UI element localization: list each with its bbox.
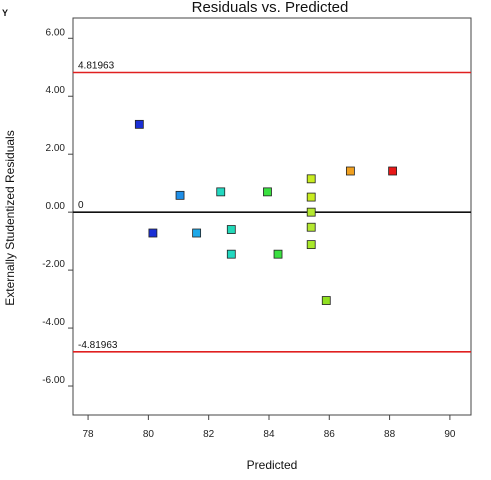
data-point: [192, 228, 202, 238]
y-axis-ticks: 6.00 4.00 2.00 0.00 -2.00 -4.00 -6.00: [42, 27, 73, 387]
data-point: [226, 225, 236, 234]
data-point: [148, 228, 158, 238]
y-tick-label: -2.00: [42, 259, 65, 270]
data-point: [306, 174, 316, 184]
y-tick-label: 4.00: [46, 85, 66, 96]
data-point: [273, 249, 283, 259]
x-axis-ticks: 78 80 82 84 86 88 90: [83, 415, 456, 440]
data-point: [345, 166, 355, 176]
data-point: [306, 192, 316, 202]
chart-title: Residuals vs. Predicted: [192, 0, 349, 16]
data-point: [175, 190, 185, 200]
y-tick-label: -4.00: [42, 317, 65, 328]
data-point: [321, 296, 331, 305]
x-tick-label: 80: [143, 429, 155, 440]
y-tick-label: 2.00: [46, 143, 66, 154]
x-tick-label: 88: [384, 429, 396, 440]
data-points: [134, 119, 398, 305]
x-axis-label: Predicted: [247, 458, 298, 472]
data-point: [388, 166, 398, 176]
data-point: [306, 240, 316, 250]
y-tick-label: -6.00: [42, 375, 65, 386]
y-tick-label: 0.00: [46, 201, 66, 212]
x-tick-label: 82: [203, 429, 215, 440]
x-tick-label: 90: [444, 429, 456, 440]
x-tick-label: 86: [324, 429, 336, 440]
data-point: [263, 187, 272, 197]
reference-line-label: -4.81963: [78, 340, 118, 351]
data-point: [216, 187, 226, 197]
data-point: [306, 207, 316, 217]
y-tick-label: 6.00: [46, 27, 66, 38]
reference-line-label: 0: [78, 200, 84, 211]
data-point: [306, 222, 316, 232]
reference-lines: 4.81963 0 -4.81963: [73, 60, 471, 353]
reference-line-label: 4.81963: [78, 60, 115, 71]
x-tick-label: 78: [83, 429, 95, 440]
data-point: [226, 249, 236, 259]
plot-area: [72, 17, 472, 416]
left-edge-text: Y: [2, 8, 8, 18]
y-axis-label: Externally Studentized Residuals: [3, 130, 17, 305]
data-point: [134, 119, 144, 129]
x-tick-label: 84: [263, 429, 275, 440]
